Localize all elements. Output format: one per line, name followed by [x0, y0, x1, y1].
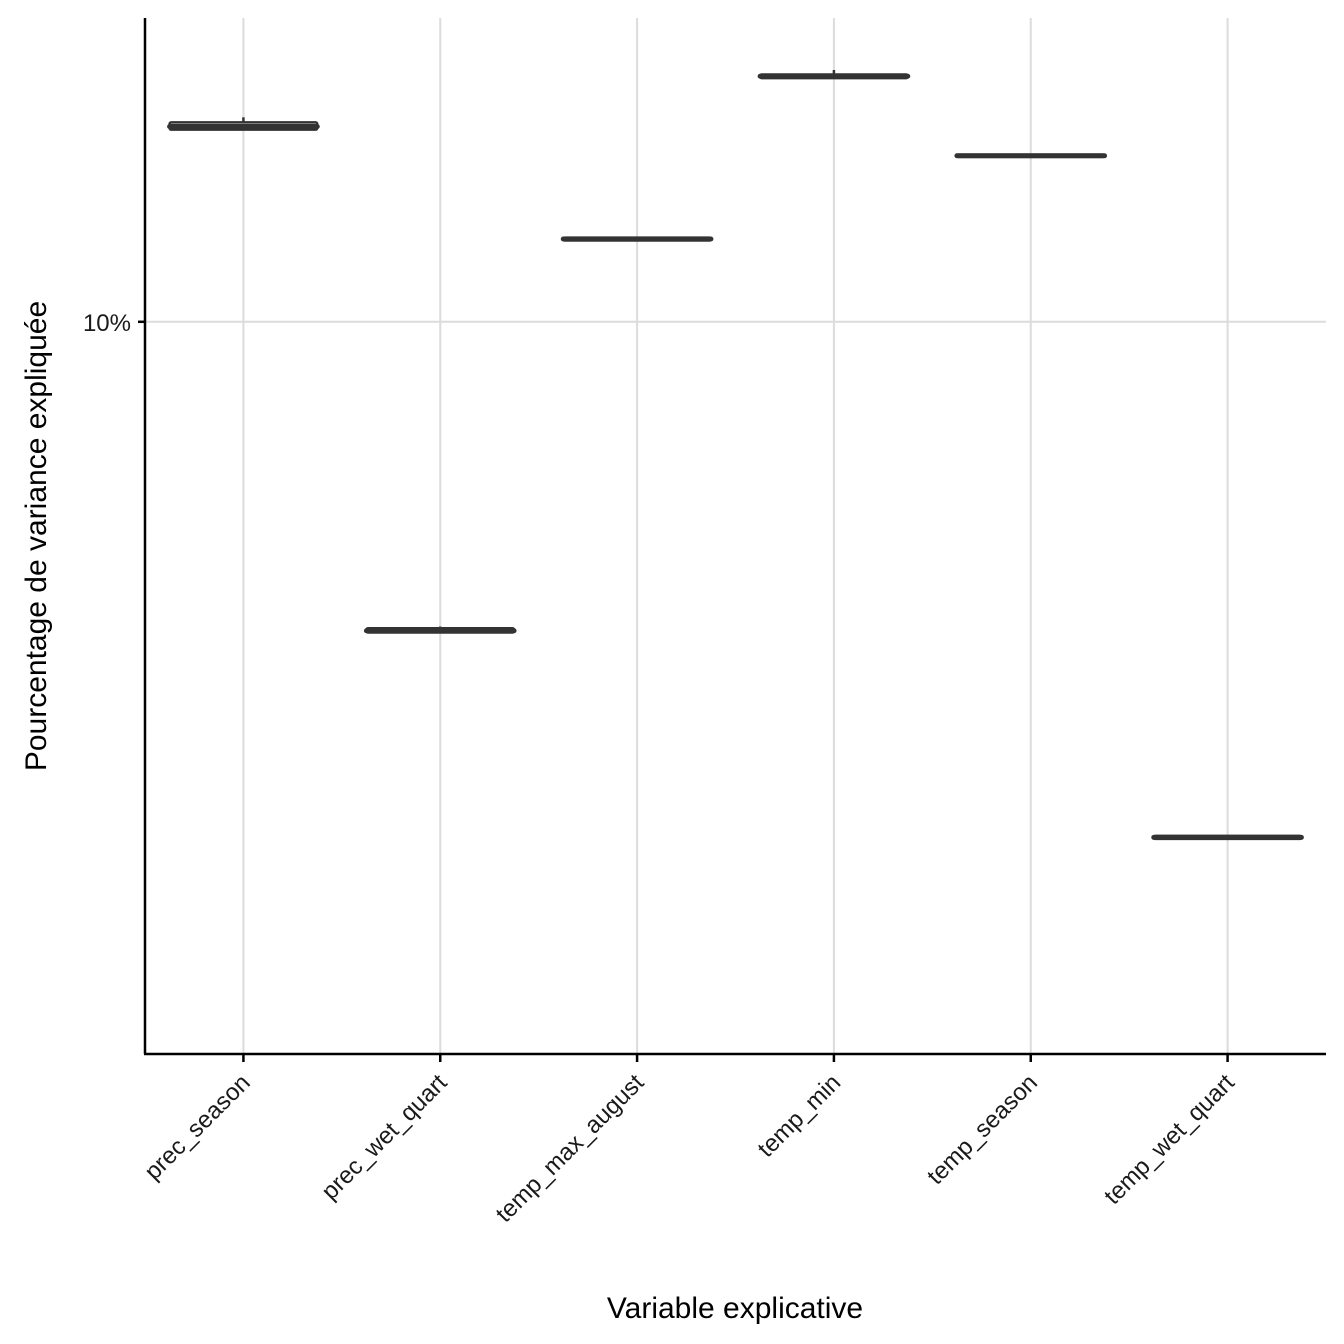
x-tick-label: temp_wet_quart — [1099, 1069, 1240, 1210]
box-temp_max_august — [560, 236, 714, 242]
tick-layer: 10% prec_season prec_wet_quart temp_max_aug… — [83, 310, 1240, 1228]
y-tick-label: 10% — [83, 310, 131, 337]
x-tick-label: prec_wet_quart — [316, 1069, 452, 1205]
box-layer — [167, 70, 1304, 841]
x-tick-label: temp_season — [922, 1069, 1043, 1190]
grid-layer — [145, 18, 1326, 1054]
x-tick-label: temp_max_august — [491, 1069, 650, 1228]
box-temp_wet_quart — [1151, 834, 1304, 841]
x-tick-label: temp_min — [753, 1069, 847, 1163]
y-axis-title: Pourcentage de variance expliquée — [20, 301, 53, 771]
box-prec_wet_quart — [363, 626, 517, 634]
box-temp_season — [954, 153, 1108, 159]
axis-layer — [143, 18, 1326, 1056]
x-axis-title: Variable explicative — [607, 1292, 863, 1325]
box-temp_min — [757, 70, 911, 80]
x-tick-label: prec_season — [139, 1069, 255, 1185]
box-prec_season — [167, 117, 320, 131]
